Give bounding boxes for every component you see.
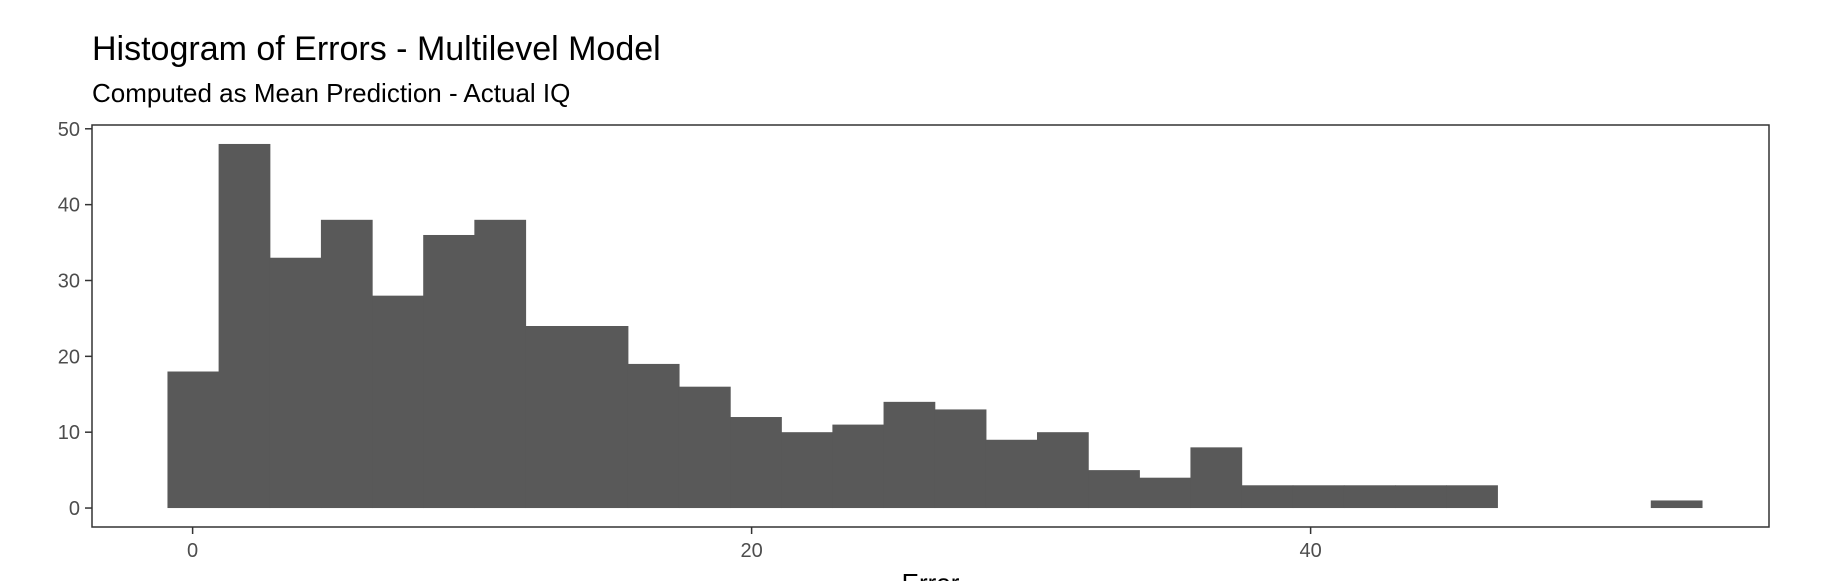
histogram-bar xyxy=(269,257,322,509)
histogram-bar xyxy=(985,439,1038,509)
histogram-bar xyxy=(1241,485,1294,509)
histogram-bar xyxy=(1446,485,1498,509)
x-tick-label: 40 xyxy=(1299,540,1321,562)
histogram-bar xyxy=(474,219,527,509)
histogram-bar xyxy=(218,143,271,509)
histogram-bar xyxy=(1190,447,1243,509)
y-tick-label: 40 xyxy=(58,195,80,217)
histogram-bar xyxy=(1343,485,1396,509)
x-tick-label: 0 xyxy=(187,540,198,562)
histogram-bar xyxy=(883,401,936,509)
histogram-bar xyxy=(832,424,885,509)
x-axis-title: Error xyxy=(902,568,960,581)
chart-subtitle: Computed as Mean Prediction - Actual IQ xyxy=(92,78,571,108)
histogram-bar xyxy=(372,295,424,509)
x-tick-label: 20 xyxy=(740,540,762,562)
histogram-bar xyxy=(167,371,220,509)
histogram-bars xyxy=(167,143,1703,509)
histogram-bar xyxy=(1036,432,1089,509)
histogram-bar xyxy=(525,326,578,509)
histogram-bar xyxy=(730,417,782,509)
histogram-bar xyxy=(781,432,833,509)
histogram-bar xyxy=(320,219,373,509)
y-tick-label: 50 xyxy=(58,119,80,141)
y-tick-label: 30 xyxy=(58,270,80,292)
histogram-bar xyxy=(1395,485,1447,509)
y-tick-label: 20 xyxy=(58,346,80,368)
y-tick-label: 0 xyxy=(69,498,80,520)
histogram-bar xyxy=(1650,500,1703,509)
histogram-bar xyxy=(1292,485,1345,509)
histogram-bar xyxy=(576,326,629,509)
histogram-bar xyxy=(627,363,680,509)
x-axis: 0 20 40 xyxy=(187,527,1322,562)
histogram-bar xyxy=(934,409,987,509)
histogram-bar xyxy=(678,386,731,509)
histogram-bar xyxy=(423,234,475,509)
panel-border xyxy=(91,124,1770,528)
histogram-bar xyxy=(1088,470,1140,509)
chart-title: Histogram of Errors - Multilevel Model xyxy=(92,30,661,68)
y-tick-label: 10 xyxy=(58,422,80,444)
histogram-bar xyxy=(1139,477,1192,509)
y-axis: 0 10 20 30 40 50 xyxy=(58,119,92,520)
